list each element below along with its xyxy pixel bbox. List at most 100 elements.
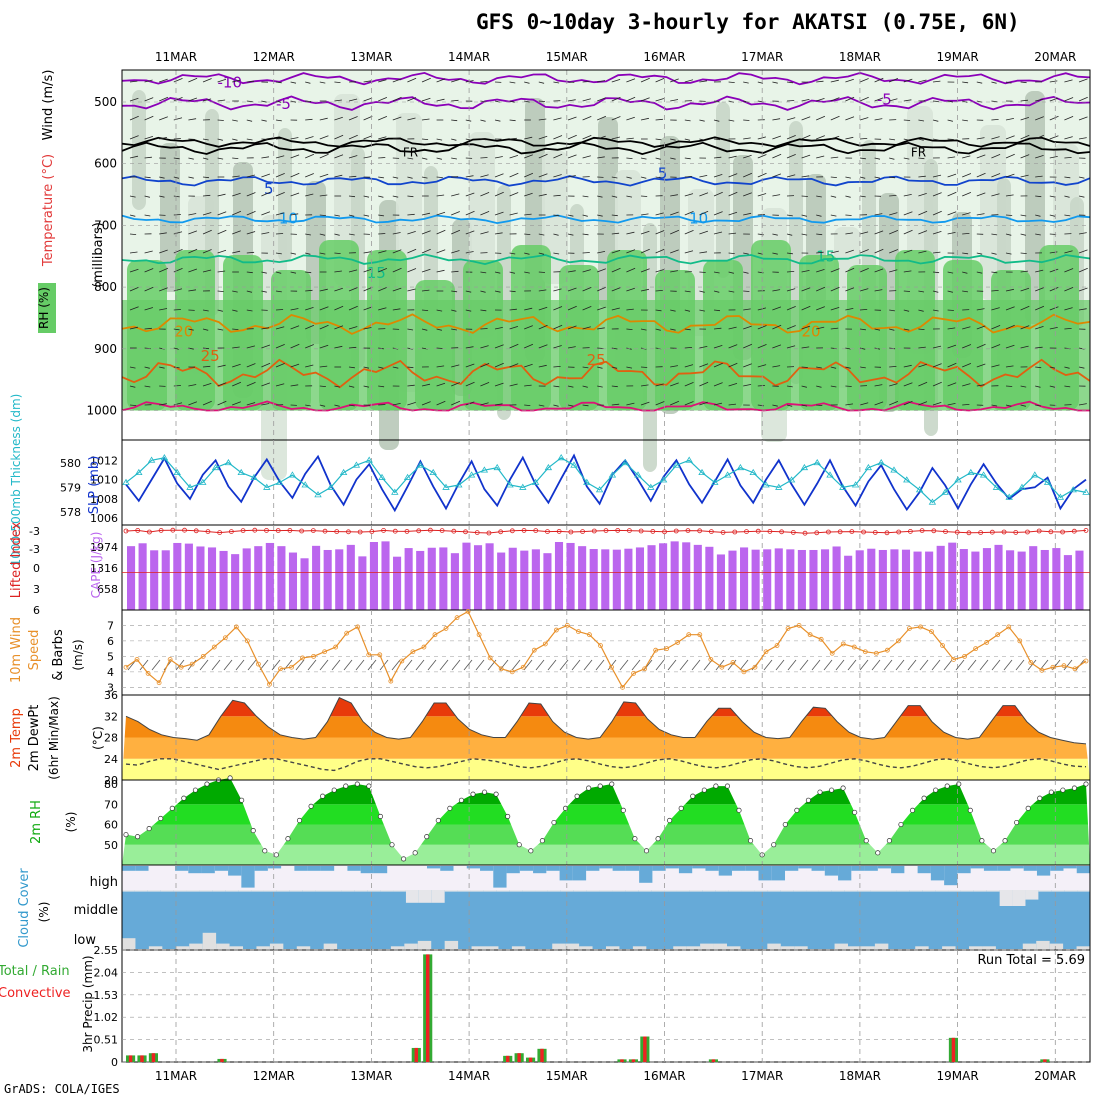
wind-barb [553,194,561,197]
wind-barb [845,96,855,102]
isotherm-label: 10 [689,210,708,228]
rh-point [643,848,650,854]
wind-barb [451,99,459,102]
rh-point [921,795,927,801]
wind-barb [1049,268,1059,273]
precip-tick-label: 1.53 [94,989,119,1002]
wind-barb [538,344,548,349]
surface-wind-barb [223,659,233,671]
wind-barb [159,195,165,198]
wind-barb [670,194,678,197]
wind-speed-point [465,609,471,614]
cape-bar [635,547,645,610]
wind-barb [465,401,475,406]
wind-barb [451,270,459,273]
lifted-index-point [357,529,363,535]
wind-barb [392,366,399,369]
rh-point [516,842,522,848]
wind-barb [699,401,708,406]
wind-speed-point [454,615,460,621]
wind-speed-point [1083,658,1089,664]
cloud-low-bar [942,946,956,949]
cape-bar [867,548,876,610]
wind-barb [392,287,402,292]
rh-point [192,787,198,793]
cloud-high-bar [360,866,374,874]
wind-barb [684,193,694,197]
wind-barb [816,214,822,217]
wind-barb [1005,173,1015,178]
wind-barb [553,233,559,236]
wind-barb [319,306,329,311]
wind-barb [378,307,387,311]
wind-barb [465,346,474,349]
wind-barb [918,381,928,387]
cloud-middle-gap [263,890,277,892]
lifted-index-point [486,530,492,536]
cape-bar [786,549,795,610]
thickness-point [135,468,143,476]
wind-barb [188,230,198,235]
wind-barb [524,325,533,330]
lifted-index-point [872,530,878,535]
thickness-point [173,468,181,476]
wind-barb [1078,249,1088,254]
wind-barb [378,287,388,292]
lifted-index-point [1048,529,1054,535]
wind-barb [743,137,751,140]
cape-bar [751,549,760,610]
rh-point [308,803,314,809]
cloud-high-bar [493,866,507,888]
cloud-middle-gap [1038,890,1052,892]
lifted-index-point [1083,528,1089,533]
wind-barb [173,117,183,121]
cape-bar [1063,555,1072,610]
cape-bar [994,544,1003,610]
wind-barb [932,231,942,235]
wind-barb [670,249,679,254]
wind-barb [597,347,604,349]
precip-tick-label: 2.04 [94,966,119,979]
wind-barb [494,119,501,122]
surface-wind-barb [547,659,557,671]
cloud-middle-gap [935,890,949,892]
wind-barb [217,193,226,197]
wind-barb [436,269,445,273]
cape-tick-label: 1316 [90,562,118,575]
wind-barb [159,403,167,406]
cape-bar [624,548,633,610]
wind-barb [173,195,180,198]
wind-barb [348,305,358,311]
lifted-index-point [755,528,761,534]
rh-point [886,838,892,844]
wind-barb [378,347,385,350]
wind-barb [699,192,709,197]
wind-barb [144,136,154,140]
cloud-middle-gap [418,890,432,903]
precip-convective-bar [540,1048,544,1062]
thickness-point [122,478,130,485]
wind-barb [1064,176,1071,179]
precip-convective-bar [151,1053,156,1062]
wind-barb [275,138,284,140]
wind-barb [582,135,592,140]
rh-point [250,828,256,834]
wind-barb [830,268,840,273]
wind-barb [407,288,416,292]
wind-barb [144,79,153,83]
lifted-index-point [287,528,293,533]
wind-barb [655,77,665,83]
wind-barb [553,214,560,217]
y-axis-label: (m/s) [71,639,85,670]
rh-point [1071,785,1077,791]
rh-point [169,805,175,811]
wind-barb [1035,269,1044,273]
cape-bar [971,551,980,610]
wind-barb [538,404,545,407]
wind-speed-point [664,646,670,652]
thickness-point [723,471,732,478]
wind-barb [232,230,241,235]
y-axis-label: (%) [64,812,78,833]
wind-barb [713,156,722,159]
wind-barb [319,344,329,349]
